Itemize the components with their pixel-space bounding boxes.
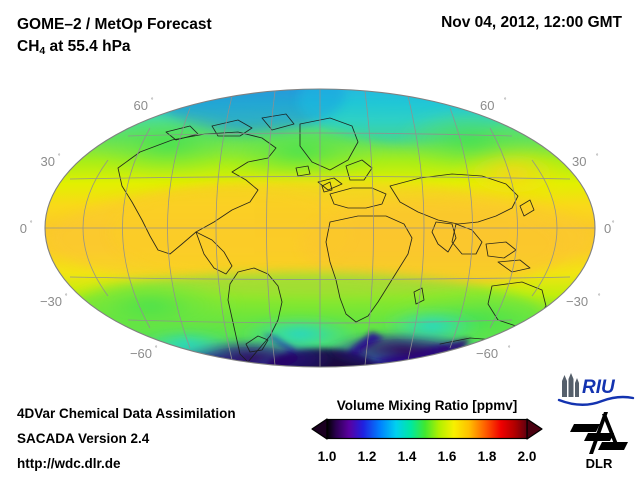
graticule — [45, 89, 595, 367]
footer-line-version: SACADA Version 2.4 — [17, 430, 150, 446]
lat-degree-right-30: ˚ — [596, 153, 599, 162]
colorbar-tick-4: 1.8 — [477, 449, 497, 464]
world-map: 60 ˚ 30 ˚ 0 ˚ −30 ˚ −60 ˚ 60 ˚ 30 ˚ 0 ˚ … — [0, 82, 640, 382]
lat-label-left-m30: −30 — [40, 294, 62, 309]
dlr-wordmark: DLR — [586, 456, 613, 471]
latitude-labels: 60 ˚ 30 ˚ 0 ˚ −30 ˚ −60 ˚ 60 ˚ 30 ˚ 0 ˚ … — [20, 97, 615, 361]
riu-swoosh-icon — [557, 395, 635, 406]
colorbar-tick-labels: 1.0 1.2 1.4 1.6 1.8 2.0 — [311, 449, 543, 467]
colorbar-tick-5: 2.0 — [517, 449, 537, 464]
colorbar-extend-max-arrow — [526, 418, 543, 440]
lat-label-left-0: 0 — [20, 221, 27, 236]
title-primary: GOME–2 / MetOp Forecast — [17, 16, 212, 33]
lat-degree-left-m60: ˚ — [155, 345, 158, 354]
pressure-label: at 55.4 hPa — [45, 38, 131, 56]
page-title: GOME–2 / MetOp Forecast CH4 at 55.4 hPa — [17, 14, 212, 59]
globe-outline — [44, 88, 596, 368]
colorbar-title: Volume Mixing Ratio [ppmv] — [336, 398, 518, 413]
lat-label-right-m60: −60 — [476, 346, 498, 361]
lat-degree-left-m30: ˚ — [65, 293, 68, 302]
colorbar-gradient — [311, 418, 543, 440]
lat-degree-right-60: ˚ — [504, 97, 507, 106]
lat-label-right-60: 60 — [480, 98, 494, 113]
species-subscript: 4 — [39, 45, 46, 58]
riu-wordmark: RIU — [582, 377, 616, 398]
colorbar-bar — [326, 418, 528, 440]
dlr-mark-icon — [570, 412, 628, 454]
dlr-logo: DLR — [566, 410, 636, 472]
lat-degree-left-0: ˚ — [30, 220, 33, 229]
colorbar-tick-3: 1.6 — [437, 449, 457, 464]
lat-label-right-m30: −30 — [566, 294, 588, 309]
colorbar: Volume Mixing Ratio [ppmv] — [311, 398, 543, 467]
footer-line-method: 4DVar Chemical Data Assimilation — [17, 406, 236, 421]
lat-label-left-60: 60 — [134, 98, 148, 113]
lat-degree-left-30: ˚ — [58, 153, 61, 162]
footer-line-url: http://wdc.dlr.de — [17, 455, 121, 471]
colorbar-tick-1: 1.2 — [357, 449, 377, 464]
coastlines — [117, 113, 571, 363]
lat-label-left-m60: −60 — [130, 346, 152, 361]
colorbar-tick-0: 1.0 — [317, 449, 337, 464]
lat-degree-right-m60: ˚ — [508, 345, 511, 354]
lat-degree-right-m30: ˚ — [598, 293, 601, 302]
title-secondary: CH4 at 55.4 hPa — [17, 36, 212, 58]
timestamp-label: Nov 04, 2012, 12:00 GMT — [441, 14, 622, 31]
species-label: CH — [17, 38, 40, 56]
lat-degree-right-0: ˚ — [612, 220, 615, 229]
lat-label-left-30: 30 — [41, 154, 55, 169]
lat-label-right-30: 30 — [572, 154, 586, 169]
riu-logo: RIU — [556, 371, 636, 407]
lat-degree-left-60: ˚ — [151, 97, 154, 106]
footer-credits: 4DVar Chemical Data Assimilation SACADA … — [17, 402, 236, 477]
colorbar-tick-2: 1.4 — [397, 449, 417, 464]
riu-towers-icon — [562, 373, 579, 397]
lat-label-right-0: 0 — [604, 221, 611, 236]
colorbar-extend-min-arrow — [311, 418, 328, 440]
